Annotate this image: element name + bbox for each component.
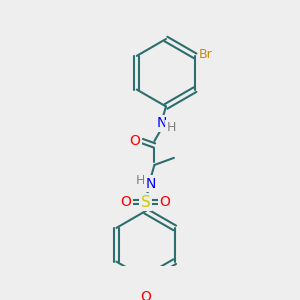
- Text: O: O: [140, 290, 151, 300]
- Text: O: O: [121, 195, 131, 209]
- Text: S: S: [141, 195, 150, 210]
- Text: O: O: [130, 134, 140, 148]
- Text: H: H: [167, 121, 176, 134]
- Text: O: O: [160, 195, 170, 209]
- Text: N: N: [156, 116, 167, 130]
- Text: H: H: [136, 173, 145, 187]
- Text: Br: Br: [199, 48, 213, 61]
- Text: N: N: [146, 177, 156, 190]
